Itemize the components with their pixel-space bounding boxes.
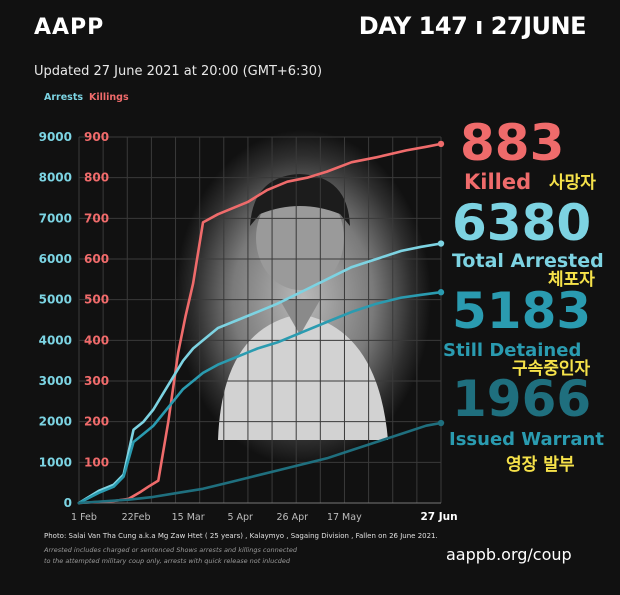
brand-logo: AAPP (34, 15, 105, 40)
updated-timestamp: Updated 27 June 2021 at 20:00 (GMT+6:30) (34, 64, 323, 79)
y-tick-arrests: 1000 (39, 455, 72, 469)
y-tick-arrests: 9000 (39, 130, 72, 144)
note-line-2: to the attempted military coup only, arr… (44, 557, 291, 565)
y-tick-arrests: 3000 (39, 374, 72, 388)
y-tick-killings: 700 (84, 211, 109, 225)
y-tick-arrests: 4000 (39, 333, 72, 347)
x-tick-label: 26 Apr (277, 512, 309, 523)
stat-label-still-detained: Still Detained (443, 340, 582, 361)
grid (78, 136, 442, 504)
stat-label-total-arrested: Total Arrested (452, 250, 604, 272)
endpoint-killed (437, 140, 445, 148)
y-tick-killings: 800 (84, 171, 109, 185)
stat-korean-still-detained: 구속중인자 (512, 359, 591, 379)
y-tick-arrests: 7000 (39, 211, 72, 225)
axes: 0 1000 2000 3000 4000 5000 6000 7000 8000 9000 100… (39, 130, 458, 523)
y-tick-killings: 400 (84, 333, 109, 347)
y-tick-killings: 900 (84, 130, 109, 144)
source-url[interactable]: aappb.org/coup (446, 545, 572, 564)
x-tick-label: 17 May (327, 512, 362, 523)
stat-korean-killed: 사망자 (549, 173, 596, 193)
y-tick-killings: 200 (84, 415, 109, 429)
stat-label-issued-warrant: Issued Warrant (449, 429, 604, 450)
y-tick-killings: 100 (84, 455, 109, 469)
series-line-total-arrested (77, 242, 443, 505)
stat-korean-total-arrested: 체포자 (548, 270, 595, 290)
portrait-photo (175, 130, 431, 466)
series-line-killed (77, 142, 443, 505)
stat-value-killed: 883 (460, 114, 565, 172)
x-tick-label: 27 Jun (420, 511, 457, 523)
stat-value-total-arrested: 6380 (452, 194, 592, 252)
endpoint-total-arrested (437, 240, 445, 247)
y-tick-killings: 300 (84, 374, 109, 388)
stat-korean-issued-warrant: 영장 발부 (506, 455, 575, 475)
series-line-still-detained (77, 290, 443, 505)
day-label: DAY 147 ı 27JUNE (358, 12, 587, 40)
note-line-1: Arrested includes charged or sentenced S… (44, 546, 297, 554)
y-tick-arrests: 0 (64, 496, 72, 510)
y-tick-arrests: 2000 (39, 415, 72, 429)
x-tick-label: 1 Feb (71, 512, 97, 523)
y-tick-arrests: 5000 (39, 293, 72, 307)
y-tick-killings: 600 (84, 252, 109, 266)
legend-arrests: Arrests (44, 92, 84, 103)
x-tick-label: 5 Apr (227, 512, 253, 523)
series-line-issued-warrant (77, 421, 443, 505)
legend-killings: Killings (89, 92, 129, 103)
y-tick-arrests: 6000 (39, 252, 72, 266)
y-tick-killings: 500 (84, 293, 109, 307)
stat-value-still-detained: 5183 (452, 282, 592, 340)
endpoint-still-detained (437, 289, 445, 296)
series-lines (77, 142, 443, 505)
x-tick-label: 15 Mar (172, 512, 205, 523)
series-points (437, 140, 445, 427)
stat-label-killed: Killed (464, 170, 532, 194)
x-tick-label: 22Feb (122, 512, 151, 523)
y-tick-arrests: 8000 (39, 171, 72, 185)
stat-value-issued-warrant: 1966 (452, 370, 592, 428)
endpoint-issued-warrant (437, 419, 445, 427)
photo-credit: Photo: Salai Van Tha Cung a.k.a Mg Zaw H… (44, 532, 438, 540)
